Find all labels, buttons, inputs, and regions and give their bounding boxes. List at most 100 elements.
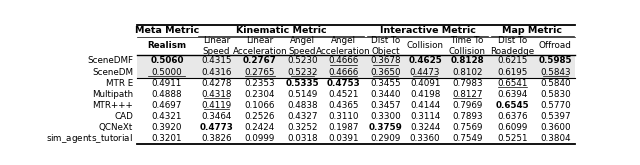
Text: CAD: CAD bbox=[114, 112, 133, 121]
Text: 0.6099: 0.6099 bbox=[497, 123, 528, 132]
Text: 0.3759: 0.3759 bbox=[369, 123, 403, 132]
Text: 0.3464: 0.3464 bbox=[201, 112, 232, 121]
Text: Dist To
Object: Dist To Object bbox=[371, 36, 400, 56]
Text: 0.3252: 0.3252 bbox=[287, 123, 317, 132]
Bar bbox=[137, 66, 575, 78]
Text: 0.6545: 0.6545 bbox=[496, 101, 529, 110]
Text: 0.5251: 0.5251 bbox=[497, 134, 528, 143]
Text: 0.4473: 0.4473 bbox=[410, 67, 440, 77]
Text: Linear
Speed: Linear Speed bbox=[203, 36, 230, 56]
Text: 0.7983: 0.7983 bbox=[452, 79, 483, 88]
Text: 0.5397: 0.5397 bbox=[540, 112, 571, 121]
Text: 0.3300: 0.3300 bbox=[370, 112, 401, 121]
Text: Multipath: Multipath bbox=[92, 90, 133, 99]
Text: 0.2765: 0.2765 bbox=[244, 67, 275, 77]
Text: Interactive Metric: Interactive Metric bbox=[380, 26, 476, 35]
Text: 0.4697: 0.4697 bbox=[152, 101, 182, 110]
Text: 0.7569: 0.7569 bbox=[452, 123, 483, 132]
Text: 0.3110: 0.3110 bbox=[328, 112, 358, 121]
Text: 0.5985: 0.5985 bbox=[539, 56, 572, 65]
Text: 0.4091: 0.4091 bbox=[410, 79, 440, 88]
Text: 0.5840: 0.5840 bbox=[540, 79, 571, 88]
Text: 0.3440: 0.3440 bbox=[370, 90, 401, 99]
Text: QCNeXt: QCNeXt bbox=[99, 123, 133, 132]
Text: 0.5230: 0.5230 bbox=[287, 56, 318, 65]
Text: 0.3920: 0.3920 bbox=[152, 123, 182, 132]
Text: 0.4365: 0.4365 bbox=[328, 101, 358, 110]
Text: 0.6215: 0.6215 bbox=[497, 56, 528, 65]
Text: 0.3457: 0.3457 bbox=[370, 101, 401, 110]
Text: 0.2353: 0.2353 bbox=[244, 79, 275, 88]
Text: 0.4318: 0.4318 bbox=[201, 90, 232, 99]
Text: 0.4666: 0.4666 bbox=[328, 56, 358, 65]
Text: Linear
Acceleration: Linear Acceleration bbox=[232, 36, 287, 56]
Text: 0.3826: 0.3826 bbox=[201, 134, 232, 143]
Text: Collision: Collision bbox=[406, 41, 444, 50]
Text: 0.8127: 0.8127 bbox=[452, 90, 483, 99]
Text: 0.0999: 0.0999 bbox=[244, 134, 275, 143]
Text: Map Metric: Map Metric bbox=[502, 26, 562, 35]
Text: Time To
Collision: Time To Collision bbox=[449, 36, 486, 56]
Text: 0.4144: 0.4144 bbox=[410, 101, 440, 110]
Text: MTR+++: MTR+++ bbox=[92, 101, 133, 110]
Text: 0.5843: 0.5843 bbox=[540, 67, 571, 77]
Text: Angel
Acceleration: Angel Acceleration bbox=[316, 36, 371, 56]
Text: 0.4625: 0.4625 bbox=[408, 56, 442, 65]
Text: 0.8128: 0.8128 bbox=[451, 56, 484, 65]
Text: 0.3804: 0.3804 bbox=[540, 134, 571, 143]
Text: 0.2767: 0.2767 bbox=[243, 56, 277, 65]
Text: 0.5060: 0.5060 bbox=[150, 56, 184, 65]
Text: 0.4521: 0.4521 bbox=[328, 90, 358, 99]
Text: Dist To
Roadedge: Dist To Roadedge bbox=[490, 36, 534, 56]
Text: 0.3244: 0.3244 bbox=[410, 123, 440, 132]
Text: 0.3678: 0.3678 bbox=[370, 56, 401, 65]
Text: 0.5770: 0.5770 bbox=[540, 101, 571, 110]
Text: 0.4327: 0.4327 bbox=[287, 112, 317, 121]
Text: 0.4838: 0.4838 bbox=[287, 101, 318, 110]
Text: 0.4321: 0.4321 bbox=[152, 112, 182, 121]
Text: 0.4911: 0.4911 bbox=[152, 79, 182, 88]
Text: 0.4278: 0.4278 bbox=[201, 79, 232, 88]
Text: 0.2526: 0.2526 bbox=[244, 112, 275, 121]
Text: 0.1987: 0.1987 bbox=[328, 123, 358, 132]
Text: 0.3650: 0.3650 bbox=[370, 67, 401, 77]
Bar bbox=[137, 55, 575, 66]
Text: MTR E: MTR E bbox=[106, 79, 133, 88]
Text: 0.7549: 0.7549 bbox=[452, 134, 483, 143]
Text: 0.4119: 0.4119 bbox=[202, 101, 232, 110]
Text: 0.7969: 0.7969 bbox=[452, 101, 483, 110]
Text: 0.2909: 0.2909 bbox=[371, 134, 401, 143]
Text: 0.4198: 0.4198 bbox=[410, 90, 440, 99]
Text: 0.4773: 0.4773 bbox=[200, 123, 234, 132]
Text: 0.3600: 0.3600 bbox=[540, 123, 571, 132]
Text: 0.3201: 0.3201 bbox=[152, 134, 182, 143]
Text: 0.8102: 0.8102 bbox=[452, 67, 483, 77]
Text: 0.6394: 0.6394 bbox=[497, 90, 528, 99]
Text: 0.6541: 0.6541 bbox=[497, 79, 528, 88]
Text: 0.5335: 0.5335 bbox=[285, 79, 319, 88]
Text: Realism: Realism bbox=[147, 41, 186, 50]
Text: 0.0318: 0.0318 bbox=[287, 134, 318, 143]
Text: Meta Metric: Meta Metric bbox=[135, 26, 199, 35]
Text: 0.4753: 0.4753 bbox=[326, 79, 360, 88]
Text: 0.7893: 0.7893 bbox=[452, 112, 483, 121]
Text: 0.4888: 0.4888 bbox=[152, 90, 182, 99]
Text: 0.3455: 0.3455 bbox=[370, 79, 401, 88]
Text: SceneDM: SceneDM bbox=[92, 67, 133, 77]
Text: 0.2304: 0.2304 bbox=[244, 90, 275, 99]
Text: 0.6195: 0.6195 bbox=[497, 67, 528, 77]
Text: 0.2424: 0.2424 bbox=[244, 123, 275, 132]
Text: 0.1066: 0.1066 bbox=[244, 101, 275, 110]
Text: Offroad: Offroad bbox=[539, 41, 572, 50]
Text: sim$\_$agents$\_$tutorial: sim$\_$agents$\_$tutorial bbox=[46, 132, 133, 145]
Text: 0.5000: 0.5000 bbox=[152, 67, 182, 77]
Text: 0.5232: 0.5232 bbox=[287, 67, 317, 77]
Text: 0.5149: 0.5149 bbox=[287, 90, 317, 99]
Text: 0.3114: 0.3114 bbox=[410, 112, 440, 121]
Text: 0.4315: 0.4315 bbox=[201, 56, 232, 65]
Text: Kinematic Metric: Kinematic Metric bbox=[236, 26, 326, 35]
Text: 0.4666: 0.4666 bbox=[328, 67, 358, 77]
Text: SceneDMF: SceneDMF bbox=[87, 56, 133, 65]
Text: 0.6376: 0.6376 bbox=[497, 112, 528, 121]
Text: 0.0391: 0.0391 bbox=[328, 134, 358, 143]
